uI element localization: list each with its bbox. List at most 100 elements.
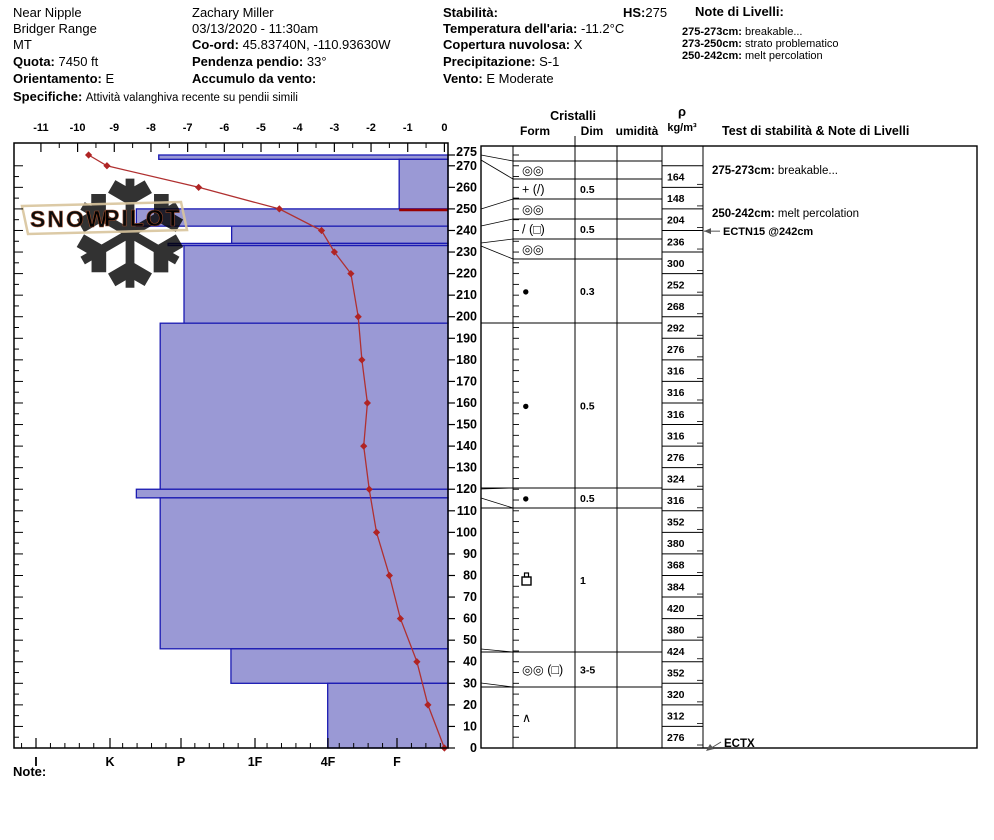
hs-row: HS:275	[623, 5, 667, 20]
elevation-value: 7450 ft	[58, 54, 99, 69]
air-temp-value: -11.2°C	[580, 21, 625, 36]
crystal-dim-value: 0.5	[580, 184, 595, 196]
specifics-value: Attività valanghiva recente su pendii si…	[85, 92, 298, 104]
depth-axis-label: 260	[456, 180, 477, 194]
hardness-axis-label: F	[393, 755, 401, 769]
temperature-point	[424, 701, 432, 709]
crystal-dim-value: 1	[580, 575, 586, 587]
layer-leader-line	[480, 198, 514, 210]
temp-axis-label: -1	[403, 122, 413, 134]
crystal-dim-value: 3-5	[580, 665, 595, 677]
depth-axis-label: 50	[463, 633, 477, 647]
snow-layer-bar	[183, 244, 449, 324]
level-notes-title: Note di Livelli:	[695, 4, 784, 19]
layer-leader-line	[480, 218, 514, 227]
density-value: 276	[667, 452, 685, 464]
temp-axis-label: -6	[219, 122, 229, 134]
density-value: 164	[667, 172, 685, 184]
snowflake-watermark-icon: ❆	[67, 152, 193, 320]
depth-axis-label: 160	[456, 396, 477, 410]
depth-axis-label: 180	[456, 353, 477, 367]
hs-label: HS:	[623, 5, 646, 20]
crystal-form-symbol: ●	[522, 399, 530, 413]
temperature-point	[358, 356, 366, 364]
snow-layer-bar	[159, 322, 449, 490]
temp-axis-label: -8	[146, 122, 156, 134]
layer-note: 275-273cm: breakable...	[712, 165, 838, 177]
air-temp-row: Temperatura dell'aria: -11.2°C	[443, 21, 624, 36]
temp-axis-label: -5	[256, 122, 266, 134]
air-temp-label: Temperatura dell'aria:	[443, 21, 578, 36]
layer-leader-line	[480, 245, 514, 260]
depth-axis-label: 110	[457, 504, 477, 518]
depth-axis-label: 30	[463, 676, 477, 690]
layer-leader-line	[480, 238, 514, 244]
depth-axis-label: 20	[463, 698, 477, 712]
snow-layer-bar	[231, 225, 449, 245]
wind-label: Vento:	[443, 71, 483, 86]
mountain-range: Bridger Range	[13, 21, 97, 36]
aspect-label: Orientamento:	[13, 71, 102, 86]
crystal-form-symbol: ◎◎	[522, 243, 544, 257]
slope-angle-row: Pendenza pendio: 33°	[192, 54, 327, 69]
wind-value: E Moderate	[486, 71, 554, 86]
cloud-cover-label: Copertura nuvolosa:	[443, 37, 571, 52]
temp-axis-label: -3	[329, 122, 339, 134]
hardness-axis-label: K	[105, 755, 114, 769]
density-value: 236	[667, 236, 685, 248]
layer-leader-line	[480, 159, 514, 180]
dim-column-header: Dim	[581, 124, 604, 138]
wind-row: Vento: E Moderate	[443, 71, 554, 86]
level-note-text: strato problematico	[745, 38, 839, 50]
density-value: 292	[667, 323, 685, 335]
observer-name: Zachary Miller	[192, 5, 274, 20]
temperature-line	[88, 154, 446, 749]
crust-form-icon	[523, 572, 530, 578]
depth-axis-label: 0	[470, 741, 477, 755]
watermark-word-snow: SNOW	[30, 206, 110, 232]
temp-axis-label: -11	[33, 122, 48, 134]
crust-form-icon	[521, 576, 532, 586]
density-value: 380	[667, 624, 685, 636]
footer-note-label: Note:	[13, 764, 47, 779]
temp-axis-label: -4	[293, 122, 304, 134]
elevation-label: Quota:	[13, 54, 55, 69]
density-value: 300	[667, 258, 685, 270]
snow-layer-bar	[159, 497, 449, 650]
density-value: 420	[667, 603, 685, 615]
depth-axis-label: 270	[456, 159, 477, 173]
density-value: 324	[667, 473, 685, 485]
layer-leader-line	[480, 154, 514, 162]
crystal-form-symbol: ◎◎ (□)	[522, 663, 563, 677]
wind-loading-label: Accumulo da vento:	[192, 71, 317, 86]
density-value: 316	[667, 387, 685, 399]
hardness-axis-label: P	[177, 755, 185, 769]
temperature-point	[396, 615, 404, 623]
slope-angle-value: 33°	[306, 54, 327, 69]
crystal-form-symbol: ◎◎	[522, 164, 544, 178]
cloud-cover-value: X	[573, 37, 583, 52]
temperature-point	[195, 183, 203, 191]
depth-axis-label: 220	[456, 267, 477, 281]
density-value: 316	[667, 366, 685, 378]
level-note-label: 273-250cm:	[682, 38, 742, 50]
depth-axis-label: 275	[456, 145, 477, 159]
chart-frame	[13, 142, 449, 749]
temperature-point	[360, 442, 368, 450]
temperature-point	[354, 313, 362, 321]
depth-axis-label: 10	[463, 719, 477, 733]
site-name: Near Nipple	[13, 5, 82, 20]
density-value: 352	[667, 668, 685, 680]
temperature-point	[347, 270, 355, 278]
depth-axis-label: 230	[456, 245, 477, 259]
density-value: 424	[667, 646, 685, 658]
layer-leader-line	[480, 682, 514, 688]
coordinates-value: 45.83740N, -110.93630W	[242, 37, 391, 52]
elevation-row: Quota: 7450 ft	[13, 54, 98, 69]
temperature-point	[317, 226, 326, 235]
depth-axis-label: 240	[456, 223, 477, 237]
stability-test-result: ECTX	[724, 738, 755, 750]
depth-axis-label: 90	[463, 547, 477, 561]
